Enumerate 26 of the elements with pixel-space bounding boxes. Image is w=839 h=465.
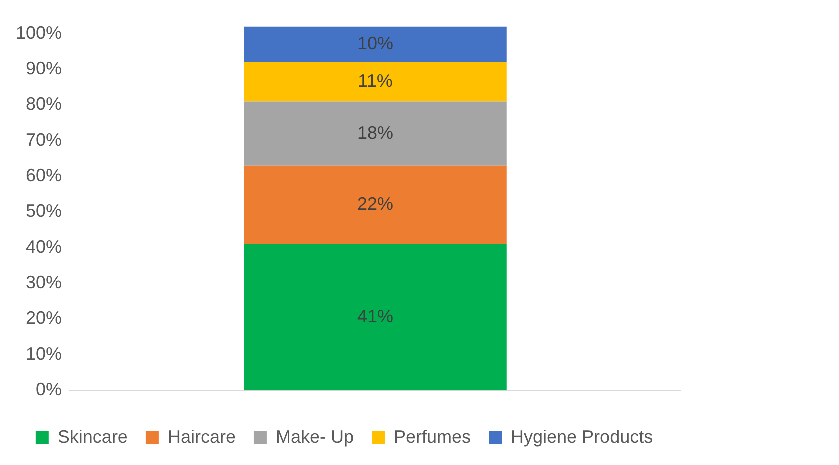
y-tick-label: 40% bbox=[26, 236, 62, 257]
bar bbox=[244, 102, 507, 166]
text: 41% bbox=[358, 306, 394, 326]
y-tick-label: 100% bbox=[16, 22, 62, 43]
y-tick-label: 30% bbox=[26, 272, 62, 293]
bar bbox=[244, 166, 507, 244]
y-tick-label: 70% bbox=[26, 130, 62, 150]
text: 10% bbox=[358, 34, 394, 54]
text: 11% bbox=[358, 71, 393, 92]
y-tick-label: 80% bbox=[26, 94, 62, 114]
bar bbox=[244, 26, 507, 62]
legend-label: Skincare bbox=[58, 426, 128, 447]
legend-label: Haircare bbox=[168, 426, 236, 447]
y-tick-label: 50% bbox=[26, 201, 62, 222]
y-tick-label: 20% bbox=[26, 308, 62, 328]
text: 22% bbox=[358, 194, 394, 214]
y-tick-label: 60% bbox=[26, 166, 62, 186]
y-tick-label: 0% bbox=[36, 380, 62, 400]
legend-label: Hygiene Products bbox=[511, 426, 654, 447]
legend-label: Perfumes bbox=[394, 426, 472, 447]
bar bbox=[244, 62, 507, 102]
y-tick-label: 10% bbox=[26, 344, 62, 364]
text: 18% bbox=[358, 122, 394, 143]
bar bbox=[244, 244, 507, 391]
legend-label: Make- Up bbox=[276, 426, 354, 447]
y-tick-label: 90% bbox=[26, 58, 62, 79]
